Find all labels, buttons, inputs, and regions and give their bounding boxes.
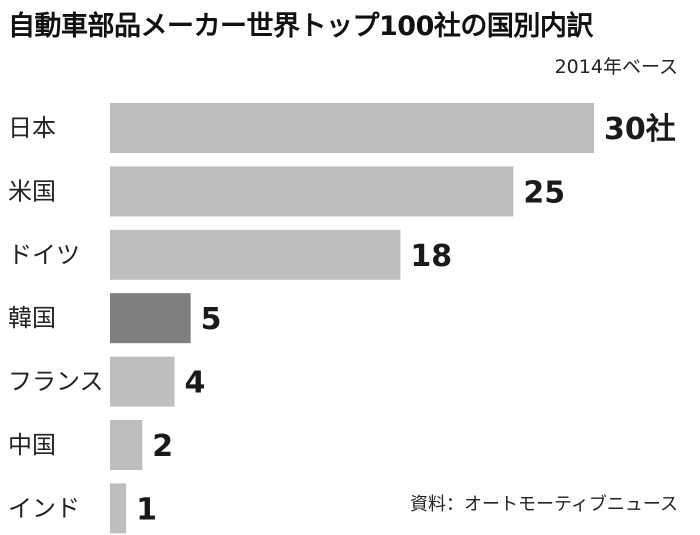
chart-subtitle: 2014年ベース xyxy=(554,56,678,78)
bar xyxy=(110,420,143,470)
value-label: 2 xyxy=(152,429,173,464)
category-label: 米国 xyxy=(8,177,56,205)
bar xyxy=(110,483,127,534)
value-label: 25 xyxy=(523,175,565,210)
value-label: 18 xyxy=(410,239,452,274)
category-label: 韓国 xyxy=(8,304,56,332)
category-label: 日本 xyxy=(8,114,56,142)
bar xyxy=(110,293,191,344)
category-label: フランス xyxy=(8,368,104,396)
bar xyxy=(110,356,175,407)
bar xyxy=(110,103,594,153)
value-label: 1 xyxy=(136,492,157,527)
value-label: 4 xyxy=(185,366,206,401)
value-label: 5 xyxy=(201,302,222,337)
category-label: ドイツ xyxy=(8,241,80,269)
category-label: 中国 xyxy=(8,431,56,459)
bar xyxy=(110,166,514,217)
chart-title: 自動車部品メーカー世界トップ100社の国別内訳 xyxy=(8,11,593,42)
category-label: インド xyxy=(8,494,80,522)
bar xyxy=(110,229,401,280)
value-label: 30社 xyxy=(604,112,676,147)
source-note: 資料：オートモーティブニュース xyxy=(409,494,678,515)
